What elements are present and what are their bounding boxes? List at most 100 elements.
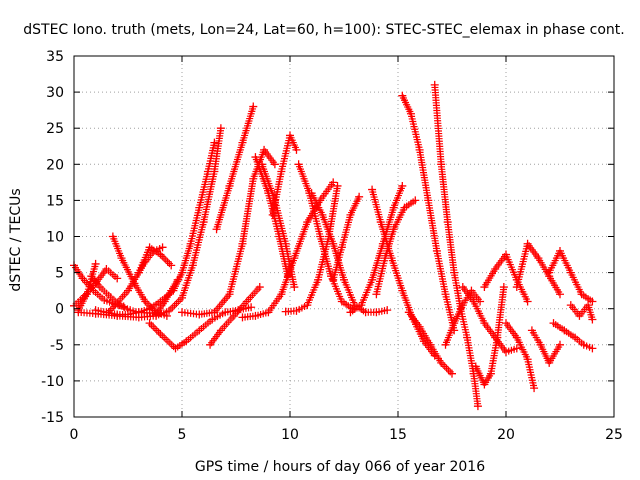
y-tick-label: 0: [55, 302, 64, 318]
y-tick-label: 25: [46, 121, 64, 137]
data-point: [383, 306, 392, 315]
data-point: [458, 283, 467, 292]
x-tick-label: 15: [389, 427, 407, 443]
series-33: [512, 239, 564, 299]
y-tick-label: -5: [50, 338, 64, 354]
y-tick-label: 35: [46, 49, 64, 65]
series-13: [212, 102, 258, 234]
data-point: [448, 369, 456, 378]
series-6: [134, 243, 167, 277]
data-point: [512, 344, 521, 353]
series-11: [178, 145, 279, 319]
data-point: [502, 319, 510, 328]
x-tick-label: 5: [178, 427, 187, 443]
sample-marker: [441, 362, 449, 370]
series-26: [404, 308, 456, 378]
sample-marker: [153, 326, 161, 334]
series-25: [398, 91, 459, 335]
series-35: [545, 246, 597, 306]
data-point: [556, 290, 564, 299]
data-point: [556, 340, 564, 349]
chart-title: dSTEC Iono. truth (mets, Lon=24, Lat=60,…: [23, 22, 624, 38]
sample-marker: [160, 254, 168, 262]
series-32: [502, 319, 539, 393]
data-point: [333, 181, 342, 190]
data-point: [523, 239, 532, 248]
data-point: [167, 261, 176, 270]
data-point: [437, 358, 446, 367]
data-point: [588, 344, 597, 353]
y-tick-label: 20: [46, 157, 64, 173]
x-axis-label: GPS time / hours of day 066 of year 2016: [195, 459, 485, 475]
y-tick-label: 10: [46, 230, 64, 246]
data-point: [242, 297, 251, 306]
series-19: [294, 160, 357, 313]
data-point: [523, 297, 532, 306]
data-point: [260, 145, 269, 154]
data-point: [113, 298, 122, 307]
data-point: [329, 178, 338, 187]
series-20: [307, 189, 392, 317]
data-point: [480, 319, 489, 328]
data-point: [113, 274, 122, 283]
data-series: [70, 80, 597, 411]
data-point: [566, 301, 575, 310]
data-point: [355, 192, 364, 201]
data-point: [588, 297, 597, 306]
y-tick-label: 30: [46, 85, 64, 101]
sample-marker: [149, 323, 157, 331]
series-12: [206, 283, 264, 349]
data-point: [247, 303, 256, 312]
series-30: [471, 283, 508, 389]
data-point: [216, 326, 225, 335]
series-37: [566, 301, 597, 324]
data-point: [292, 145, 301, 154]
series-27: [430, 80, 482, 411]
series-24: [372, 196, 420, 299]
series-36: [549, 319, 597, 353]
data-point: [588, 315, 597, 324]
data-point: [91, 259, 100, 268]
data-point: [156, 250, 165, 259]
series-8: [91, 138, 219, 319]
x-tick-label: 0: [70, 427, 79, 443]
series-21: [329, 192, 364, 284]
series-2: [74, 259, 100, 315]
data-point: [165, 306, 174, 315]
y-tick-label: -15: [41, 410, 64, 426]
x-tick-label: 20: [497, 427, 515, 443]
data-point: [158, 243, 167, 252]
data-point: [398, 181, 407, 190]
data-point: [210, 138, 219, 147]
data-point: [491, 264, 500, 273]
data-point: [78, 274, 87, 283]
y-tick-label: 5: [55, 266, 64, 282]
x-tick-label: 10: [281, 427, 299, 443]
sample-marker: [164, 258, 172, 266]
data-point: [141, 297, 150, 306]
data-point: [249, 102, 258, 111]
sample-marker: [162, 256, 170, 264]
data-point: [290, 283, 299, 292]
data-point: [210, 308, 219, 317]
series-28: [441, 286, 485, 349]
series-34: [527, 326, 564, 367]
sample-marker: [151, 325, 159, 333]
data-point: [473, 402, 482, 411]
data-point: [411, 196, 420, 205]
data-point: [255, 283, 264, 292]
data-point: [270, 160, 279, 169]
data-point: [499, 283, 508, 292]
data-point: [229, 311, 238, 320]
sample-marker: [443, 364, 451, 372]
data-point: [195, 326, 204, 335]
series-17: [268, 131, 301, 219]
data-point: [216, 124, 225, 133]
data-point: [156, 329, 165, 338]
data-point: [530, 384, 539, 393]
axis-ticks: 0 5 10 15 20 25 -15 -10 -5 0 5 10 15 20 25 30 35: [41, 49, 623, 443]
data-point: [206, 340, 215, 349]
grid: [74, 56, 614, 417]
